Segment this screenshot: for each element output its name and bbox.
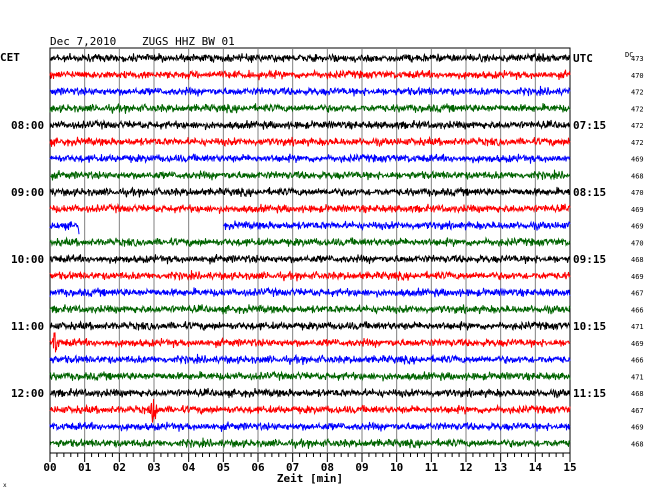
right-time-labels: UTC 07:15 08:15 09:15 10:15 11:15: [573, 52, 606, 400]
x-tick-label-07: 07: [286, 461, 299, 474]
trace-row-10: [49, 220, 571, 235]
right-time-label-UTC: UTC: [573, 52, 593, 65]
right-time-label-0915: 09:15: [573, 253, 606, 266]
x-tick-label-12: 12: [459, 461, 472, 474]
left-time-label-1200: 12:00: [11, 387, 44, 400]
dc-value-row-23: 468: [631, 440, 644, 448]
dc-value-row-12: 468: [631, 256, 644, 264]
dc-value-row-6: 469: [631, 156, 644, 164]
left-time-label-1100: 11:00: [11, 320, 44, 333]
trace-row-15: [49, 304, 571, 315]
trace-row-18: [49, 353, 571, 366]
x-tick-label-04: 04: [182, 461, 196, 474]
header-date: Dec 7,2010: [50, 35, 116, 48]
trace-row-9: [49, 202, 571, 214]
right-time-label-1115: 11:15: [573, 387, 606, 400]
dc-value-row-7: 468: [631, 172, 644, 180]
dc-offset-values: 473 470 472 472 472 472 469 468 470 469 469 470 468 4…: [631, 55, 644, 448]
trace-row-13: [49, 270, 571, 282]
x-tick-label-01: 01: [78, 461, 92, 474]
trace-row-14: [49, 286, 571, 298]
trace-row-22: [49, 421, 571, 432]
trace-row-19: [49, 370, 571, 382]
trace-row-3: [49, 102, 571, 114]
footer-mark: x: [3, 482, 7, 489]
left-time-label-1000: 10:00: [11, 253, 44, 266]
trace-row-0: [49, 52, 571, 64]
trace-row-8: [49, 186, 570, 198]
left-time-labels: 08:00 09:00 10:00 11:00 12:00: [11, 119, 44, 400]
dc-value-row-20: 468: [631, 390, 644, 398]
left-time-label-0900: 09:00: [11, 186, 44, 199]
dc-value-row-16: 471: [631, 323, 644, 331]
dc-value-row-13: 469: [631, 273, 644, 281]
x-tick-label-09: 09: [355, 461, 368, 474]
dc-value-row-21: 467: [631, 407, 644, 415]
trace-row-23: [49, 437, 571, 449]
x-tick-label-14: 14: [529, 461, 543, 474]
dc-value-row-4: 472: [631, 122, 644, 130]
x-tick-label-13: 13: [494, 461, 507, 474]
plot-frame: [49, 47, 571, 454]
dc-value-row-18: 466: [631, 357, 644, 365]
dc-value-row-14: 467: [631, 290, 644, 298]
trace-row-1: [49, 68, 571, 81]
dc-value-row-8: 470: [631, 189, 644, 197]
x-axis: 00 01 02 03 04 05 06 07 08 09 10 11 12 13 14 15: [43, 453, 577, 474]
dc-value-row-5: 472: [631, 139, 644, 147]
dc-value-row-10: 469: [631, 223, 644, 231]
trace-row-20: [49, 387, 571, 399]
trace-row-16: [49, 320, 571, 332]
trace-row-17: [49, 332, 571, 353]
left-time-label-0800: 08:00: [11, 119, 44, 132]
dc-value-row-2: 472: [631, 89, 644, 97]
right-time-label-0815: 08:15: [573, 186, 606, 199]
dc-value-row-15: 466: [631, 306, 644, 314]
vertical-gridlines: [84, 48, 536, 453]
trace-row-5: [49, 135, 571, 148]
dc-value-row-9: 469: [631, 206, 644, 214]
trace-row-7: [49, 169, 571, 181]
dc-value-row-11: 470: [631, 239, 644, 247]
trace-row-6: [49, 153, 571, 165]
trace-row-12: [49, 253, 571, 265]
x-tick-label-06: 06: [251, 461, 265, 474]
x-tick-label-08: 08: [321, 461, 334, 474]
right-time-label-0715: 07:15: [573, 119, 606, 132]
seismic-traces: [49, 52, 571, 449]
header-station: ZUGS HHZ BW 01: [142, 35, 235, 48]
dc-label: DC: [625, 51, 633, 59]
trace-row-2: [49, 85, 571, 97]
trace-row-11: [49, 236, 571, 248]
dc-value-row-1: 470: [631, 72, 644, 80]
x-tick-label-15: 15: [563, 461, 576, 474]
x-tick-label-03: 03: [147, 461, 160, 474]
dc-value-row-0: 473: [631, 55, 644, 63]
dc-value-row-22: 469: [631, 424, 644, 432]
dc-value-row-19: 471: [631, 373, 644, 381]
x-tick-label-02: 02: [113, 461, 126, 474]
dc-value-row-3: 472: [631, 105, 644, 113]
x-axis-title: Zeit [min]: [277, 472, 343, 485]
trace-row-4: [49, 119, 571, 131]
left-axis-label: CET: [0, 51, 20, 64]
trace-row-21: [49, 399, 571, 423]
x-tick-label-11: 11: [425, 461, 439, 474]
dc-value-row-17: 469: [631, 340, 644, 348]
x-tick-label-10: 10: [390, 461, 403, 474]
right-time-label-1015: 10:15: [573, 320, 606, 333]
x-tick-label-00: 00: [43, 461, 56, 474]
x-tick-label-05: 05: [217, 461, 230, 474]
